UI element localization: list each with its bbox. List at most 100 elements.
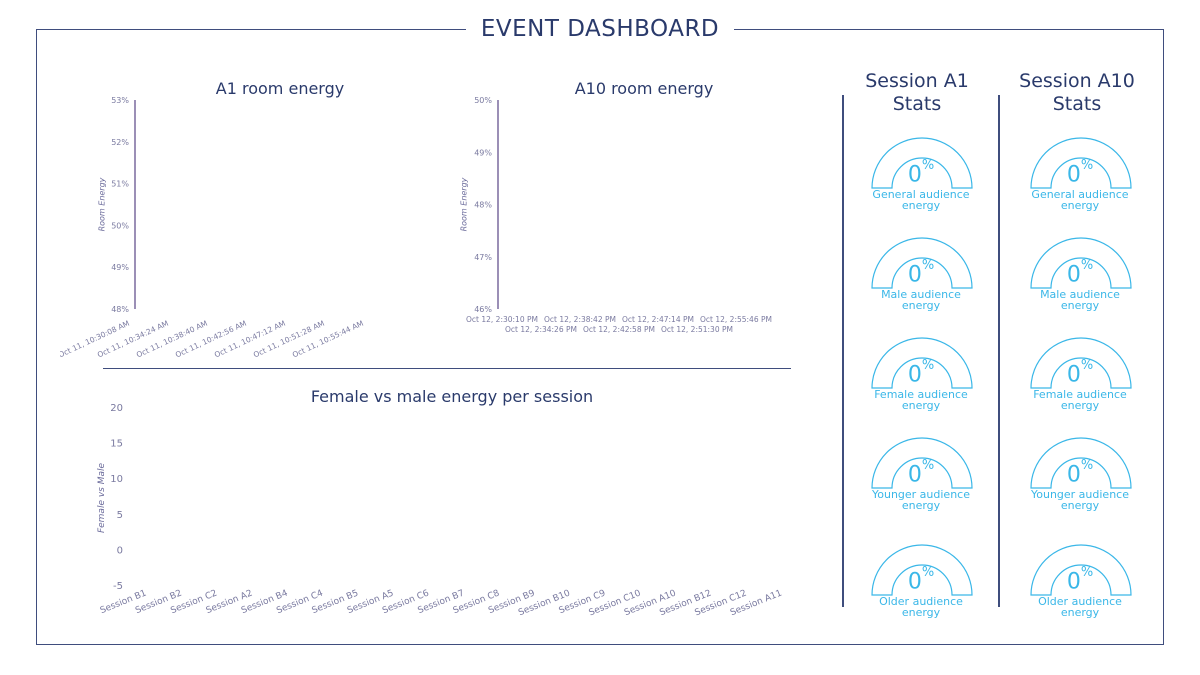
gauge-label-line1: Older audience — [879, 595, 963, 608]
x-tick-label: Oct 11, 10:51:28 AM — [252, 319, 326, 360]
gauge-label-line2: energy — [1060, 606, 1100, 619]
y-tick-label: 10 — [110, 474, 123, 485]
gauge: 0% Younger audience energy — [1030, 437, 1140, 527]
y-tick-label: 49% — [474, 148, 492, 157]
y-tick-label: -5 — [113, 581, 123, 592]
gauge-track — [871, 137, 973, 189]
gauge-label-line1: Male audience — [881, 288, 961, 301]
gauge-track — [871, 337, 973, 389]
gauge-label-line2: energy — [1060, 399, 1100, 412]
gauge-value-unit: % — [1080, 358, 1094, 373]
gauge-label: Older audience energy — [861, 596, 981, 618]
gauge-value-number: 0 — [907, 462, 922, 488]
gauge: 0% Female audience energy — [1030, 337, 1140, 427]
gauge-label-line2: energy — [901, 199, 941, 212]
gauge-value: 0% — [1030, 258, 1130, 287]
gauge-arc — [871, 437, 973, 489]
y-tick-label: 49% — [111, 263, 129, 272]
gauge-value-number: 0 — [1066, 162, 1081, 188]
y-tick-label: 15 — [110, 439, 123, 450]
gauge: 0% Younger audience energy — [871, 437, 981, 527]
gauge-label-line2: energy — [901, 606, 941, 619]
x-tick-label: Oct 12, 2:55:46 PM — [700, 315, 772, 324]
x-tick-label: Oct 12, 2:34:26 PM — [505, 325, 577, 334]
gauge-label-line1: General audience — [1031, 188, 1129, 201]
chart-title-a10: A10 room energy — [574, 79, 714, 98]
x-tick-label: Oct 12, 2:38:42 PM — [544, 315, 616, 324]
y-tick-label: 0 — [117, 545, 123, 556]
x-tick-label: Oct 11, 10:34:24 AM — [96, 319, 170, 360]
gauge-label-line1: Younger audience — [871, 488, 970, 501]
stats-divider-left — [842, 95, 844, 607]
gauge: 0% General audience energy — [1030, 137, 1140, 227]
session-a1-stats-title: Session A1 Stats — [842, 70, 992, 116]
gauge-value: 0% — [1030, 458, 1130, 487]
gauge-label: Male audience energy — [1020, 289, 1140, 311]
gauge-arc — [871, 137, 973, 189]
chart-title-female-male: Female vs male energy per session — [310, 387, 594, 406]
gauge-label-line1: Female audience — [1033, 388, 1127, 401]
y-tick-label: 53% — [111, 96, 129, 105]
gauge: 0% General audience energy — [871, 137, 981, 227]
dashboard-title: EVENT DASHBOARD — [466, 16, 734, 46]
y-tick-label: 46% — [474, 305, 492, 314]
gauge-label: Female audience energy — [1020, 389, 1140, 411]
gauge-value: 0% — [871, 258, 971, 288]
y-tick-label: 50% — [474, 96, 492, 105]
gauge-arc — [1030, 337, 1132, 389]
gauge-arc — [1030, 437, 1132, 489]
gauge-label: Older audience energy — [1020, 596, 1140, 618]
gauge-track — [1030, 544, 1132, 596]
gauge-value-unit: % — [1080, 258, 1094, 273]
gauge-value: 0% — [871, 358, 971, 388]
gauge-label-line2: energy — [1060, 299, 1100, 312]
y-tick-label: 50% — [111, 221, 129, 230]
gauge-track — [871, 237, 973, 289]
y-tick-label: 48% — [111, 305, 129, 314]
gauge-value: 0% — [1030, 358, 1130, 388]
gauge-value-unit: % — [921, 258, 935, 273]
gauge-value-number: 0 — [1066, 362, 1081, 388]
gauge-track — [1030, 337, 1132, 389]
gauge-value-number: 0 — [907, 569, 922, 595]
session-a10-title-line2: Stats — [1052, 93, 1102, 115]
y-tick-label: 52% — [111, 138, 129, 147]
gauge-label: Younger audience energy — [861, 489, 981, 511]
gauge: 0% Male audience energy — [1030, 237, 1140, 327]
gauge-arc — [871, 544, 973, 596]
gauge-label-line2: energy — [901, 299, 941, 312]
gauge-value-unit: % — [1080, 158, 1094, 173]
gauge-track — [871, 437, 973, 489]
gauge-arc — [1030, 237, 1132, 289]
gauge-arc — [871, 237, 973, 289]
gauge-track — [871, 544, 973, 596]
x-tick-label: Oct 11, 10:47:12 AM — [213, 319, 287, 360]
gauge-value-number: 0 — [907, 262, 922, 288]
session-a10-title-line1: Session A10 — [1019, 70, 1135, 92]
gauge-value-unit: % — [1080, 458, 1094, 473]
gauge-label: General audience energy — [1020, 189, 1140, 211]
gauge: 0% Older audience energy — [1030, 544, 1140, 634]
gauge-label-line2: energy — [901, 399, 941, 412]
gauge-label-line1: General audience — [872, 188, 970, 201]
gauge-label: Female audience energy — [861, 389, 981, 411]
gauge-value-number: 0 — [907, 162, 922, 188]
gauge-value-number: 0 — [1066, 569, 1081, 595]
chart-title-a1: A1 room energy — [215, 79, 345, 98]
gauge-value: 0% — [871, 458, 971, 488]
y-tick-label: 20 — [110, 403, 123, 414]
gauge-arc — [1030, 544, 1132, 596]
session-a1-title-line2: Stats — [892, 93, 942, 115]
x-tick-label: Oct 11, 10:55:44 AM — [291, 319, 365, 360]
gauge-value-number: 0 — [907, 362, 922, 388]
gauge-label: General audience energy — [861, 189, 981, 211]
x-tick-label: Oct 12, 2:51:30 PM — [661, 325, 733, 334]
gauge: 0% Older audience energy — [871, 544, 981, 634]
gauge-value-unit: % — [921, 565, 935, 580]
session-a10-stats-title: Session A10 Stats — [1002, 70, 1152, 116]
gauge: 0% Male audience energy — [871, 237, 981, 327]
gauge-label-line1: Female audience — [874, 388, 968, 401]
gauge-label-line1: Older audience — [1038, 595, 1122, 608]
